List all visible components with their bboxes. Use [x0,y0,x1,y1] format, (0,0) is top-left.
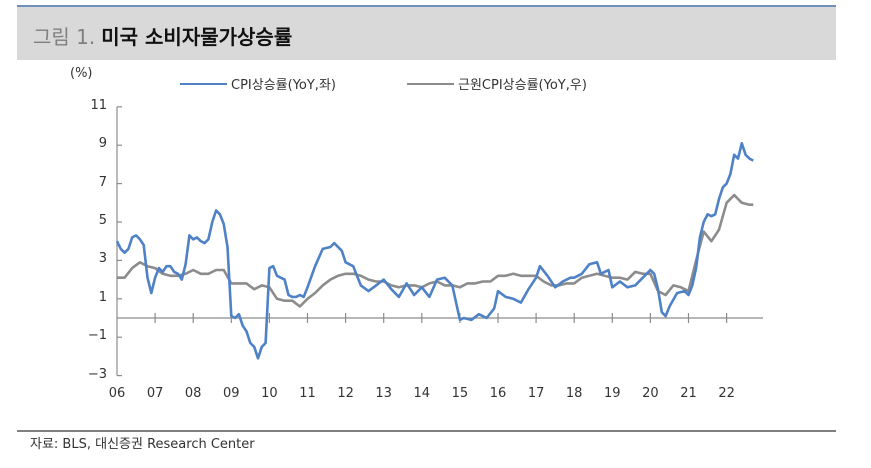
x-tick-label: 14 [413,386,431,401]
x-tick-label: 11 [299,386,316,401]
x-tick-label: 08 [184,386,202,401]
y-tick-label: 9 [98,136,107,152]
legend-item-core-cpi: 근원CPI상승률(YoY,우) [407,74,587,93]
legend-swatch-core-cpi [407,82,454,85]
x-tick-label: 22 [718,386,735,401]
y-tick-label: −1 [87,328,107,344]
legend-label-core-cpi: 근원CPI상승률(YoY,우) [458,78,587,93]
y-tick-label: 1 [98,289,107,305]
x-tick-label: 12 [337,386,354,401]
source-note: 자료: BLS, 대신증권 Research Center [30,437,255,452]
x-tick-label: 10 [261,386,278,401]
x-tick-label: 13 [375,386,392,401]
y-axis-unit-label: (%) [70,66,93,81]
source-divider [17,430,379,432]
figure-title: 그림 1. 미국 소비자물가상승률 [33,21,292,50]
x-tick-label: 06 [108,386,126,401]
cpi-line [115,142,754,360]
x-tick-label: 19 [604,386,621,401]
figure-title-bar: 그림 1. 미국 소비자물가상승률 [17,5,836,60]
legend-swatch-cpi [180,82,227,85]
y-tick-label: 3 [98,251,107,267]
source-divider-right [379,430,836,432]
y-tick-label: 5 [98,213,107,228]
x-tick-label: 20 [642,386,659,401]
x-tick-label: 09 [223,386,240,401]
y-tick-label: 11 [90,97,107,113]
legend-item-cpi: CPI상승률(YoY,좌) [180,74,336,93]
x-tick-label: 17 [527,386,545,401]
legend-label-cpi: CPI상승률(YoY,좌) [231,78,336,93]
x-tick-label: 21 [680,386,697,401]
figure-label: 그림 1. [33,25,96,49]
chart-axes [116,106,763,377]
x-tick-label: 15 [451,386,469,401]
x-tick-label: 07 [146,386,164,401]
y-tick-label: 7 [98,174,107,190]
y-tick-label: −3 [87,366,107,382]
x-tick-label: 16 [489,386,507,401]
x-tick-label: 18 [565,386,583,401]
chart-title: 미국 소비자물가상승률 [101,25,293,49]
